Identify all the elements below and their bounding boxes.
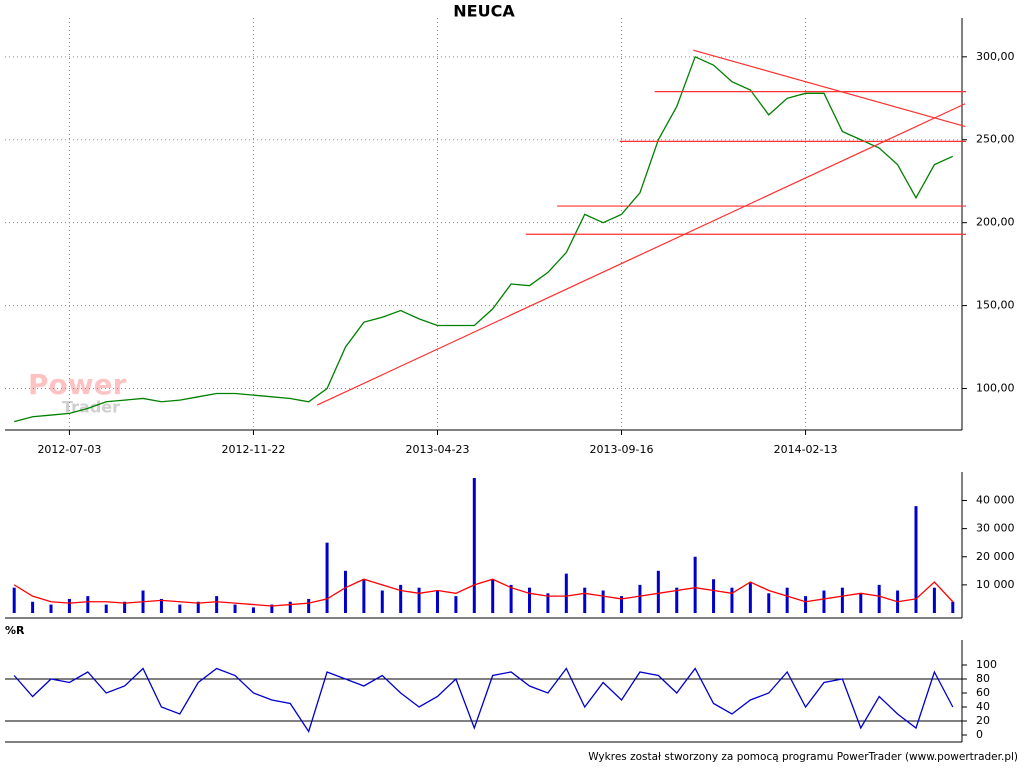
bar (638, 584, 642, 613)
bar (380, 590, 384, 613)
bar (509, 584, 513, 613)
watermark: Power (28, 368, 127, 401)
bar (196, 601, 200, 613)
bar (620, 596, 624, 613)
bar (12, 587, 16, 613)
bar (435, 590, 439, 613)
bar (712, 579, 716, 613)
y-tick-label: 100,00 (976, 382, 1015, 395)
bar (932, 587, 936, 613)
y-tick-label: 250,00 (976, 133, 1015, 146)
panel-title: %R (5, 624, 25, 637)
bar (270, 604, 274, 613)
bar (104, 604, 108, 613)
bar (307, 598, 311, 613)
y-tick-label: 100 (976, 658, 997, 671)
bar (86, 596, 90, 613)
y-tick-label: 20 (976, 714, 990, 727)
bar (583, 587, 587, 613)
bar (675, 587, 679, 613)
bar (656, 570, 660, 613)
x-tick-label: 2014-02-13 (774, 443, 838, 456)
x-tick-label: 2013-04-23 (406, 443, 470, 456)
y-tick-label: 150,00 (976, 299, 1015, 312)
price-line (13, 667, 954, 734)
y-tick-label: 0 (976, 728, 983, 741)
bar (472, 478, 476, 613)
bar (804, 596, 808, 613)
bar (67, 598, 71, 613)
chart-title: NEUCA (453, 2, 515, 21)
bar (233, 604, 237, 613)
y-tick-label: 300,00 (976, 50, 1015, 63)
bar (49, 604, 53, 613)
bar (343, 570, 347, 613)
bar (159, 598, 163, 613)
y-tick-label: 30 000 (976, 522, 1015, 535)
average-line (13, 578, 954, 607)
trend-line (316, 103, 966, 406)
y-tick-label: 60 (976, 686, 990, 699)
price-line (14, 55, 954, 423)
bar (399, 584, 403, 613)
x-tick-label: 2012-07-03 (37, 443, 101, 456)
trend-line (693, 49, 966, 128)
bar (528, 587, 532, 613)
y-tick-label: 20 000 (976, 550, 1015, 563)
y-tick-label: 10 000 (976, 578, 1015, 591)
bar (251, 607, 255, 613)
x-tick-label: 2013-09-16 (590, 443, 654, 456)
bar (877, 584, 881, 613)
bar (288, 601, 292, 613)
bar (454, 596, 458, 613)
bar (491, 579, 495, 613)
x-tick-label: 2012-11-22 (221, 443, 285, 456)
bar (215, 596, 219, 613)
bar (767, 593, 771, 613)
bar (564, 573, 568, 613)
bar (178, 604, 182, 613)
bar (123, 601, 127, 613)
bar (840, 587, 844, 613)
bar (951, 601, 955, 613)
y-tick-label: 80 (976, 672, 990, 685)
bar (693, 556, 697, 613)
bar (822, 590, 826, 613)
bar (362, 579, 366, 613)
y-tick-label: 40 000 (976, 494, 1015, 507)
bar (417, 587, 421, 613)
bar (325, 542, 329, 613)
bar (546, 593, 550, 613)
bar (601, 590, 605, 613)
bar (859, 593, 863, 613)
y-tick-label: 40 (976, 700, 990, 713)
y-tick-label: 200,00 (976, 216, 1015, 229)
bar (31, 601, 35, 613)
footer: Wykres został stworzony za pomocą progra… (588, 751, 1018, 763)
bar (748, 582, 752, 613)
bar (730, 587, 734, 613)
bar (785, 587, 789, 613)
bar (914, 506, 918, 613)
